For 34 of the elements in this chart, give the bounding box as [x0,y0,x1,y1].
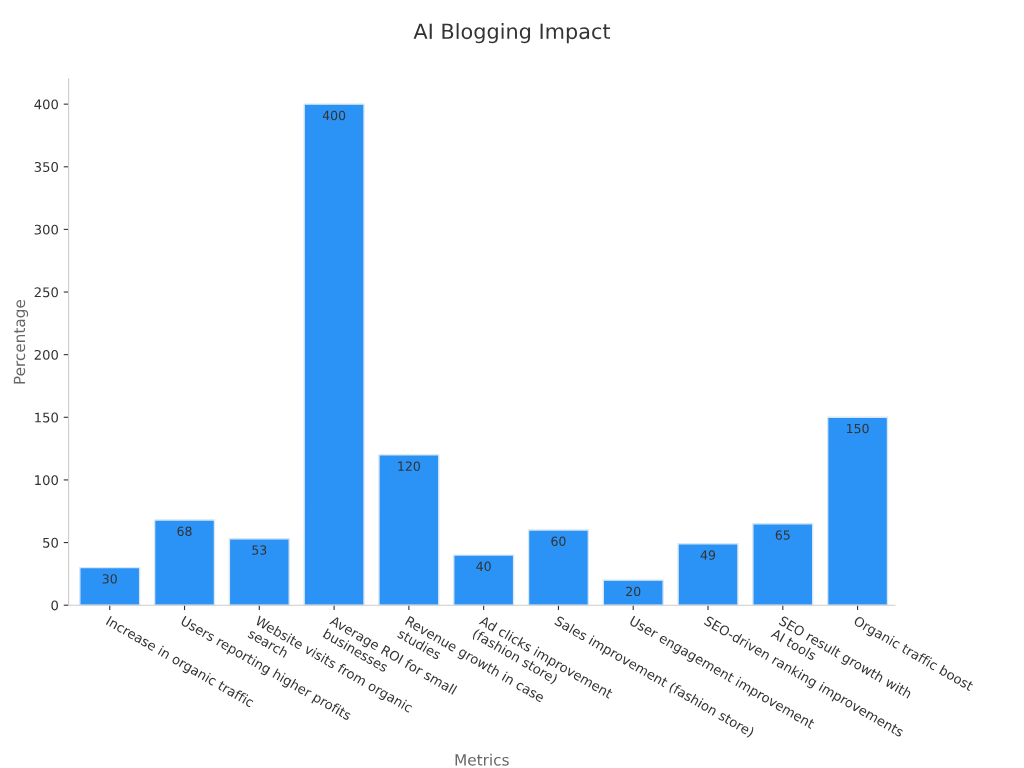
y-tick-label: 100 [35,475,59,486]
bar [79,566,141,606]
y-axis-title: Percentage [13,299,29,384]
y-tick-label: 300 [34,224,59,235]
data-label: 30 [102,574,117,584]
chart-title: AI Blogging Impact [413,23,611,44]
y-tick-label: 150 [35,412,59,423]
bar [752,523,814,606]
data-label: 49 [700,550,716,560]
data-label: 68 [177,526,192,536]
bar [677,543,739,606]
bar [378,454,440,606]
data-label: 60 [551,536,566,547]
x-axis-title: Metrics [455,753,509,766]
data-label: 20 [626,586,641,597]
data-label: 150 [847,423,869,434]
y-tick-label: 0 [51,600,59,611]
bar [826,416,889,606]
y-tick-label: 250 [34,287,59,298]
bar [303,103,365,606]
bar [527,529,590,606]
data-label: 65 [775,530,790,540]
bar [602,579,664,606]
data-label: 53 [252,545,267,555]
bar [228,538,290,606]
data-label: 40 [476,561,491,572]
y-tick-label: 350 [34,162,59,172]
data-label: 120 [398,461,420,471]
bar [453,554,515,606]
bar [153,519,216,606]
y-tick-label: 200 [34,349,59,360]
y-tick-label: 50 [43,537,59,548]
data-label: 400 [322,110,346,121]
y-tick-label: 400 [34,99,59,110]
